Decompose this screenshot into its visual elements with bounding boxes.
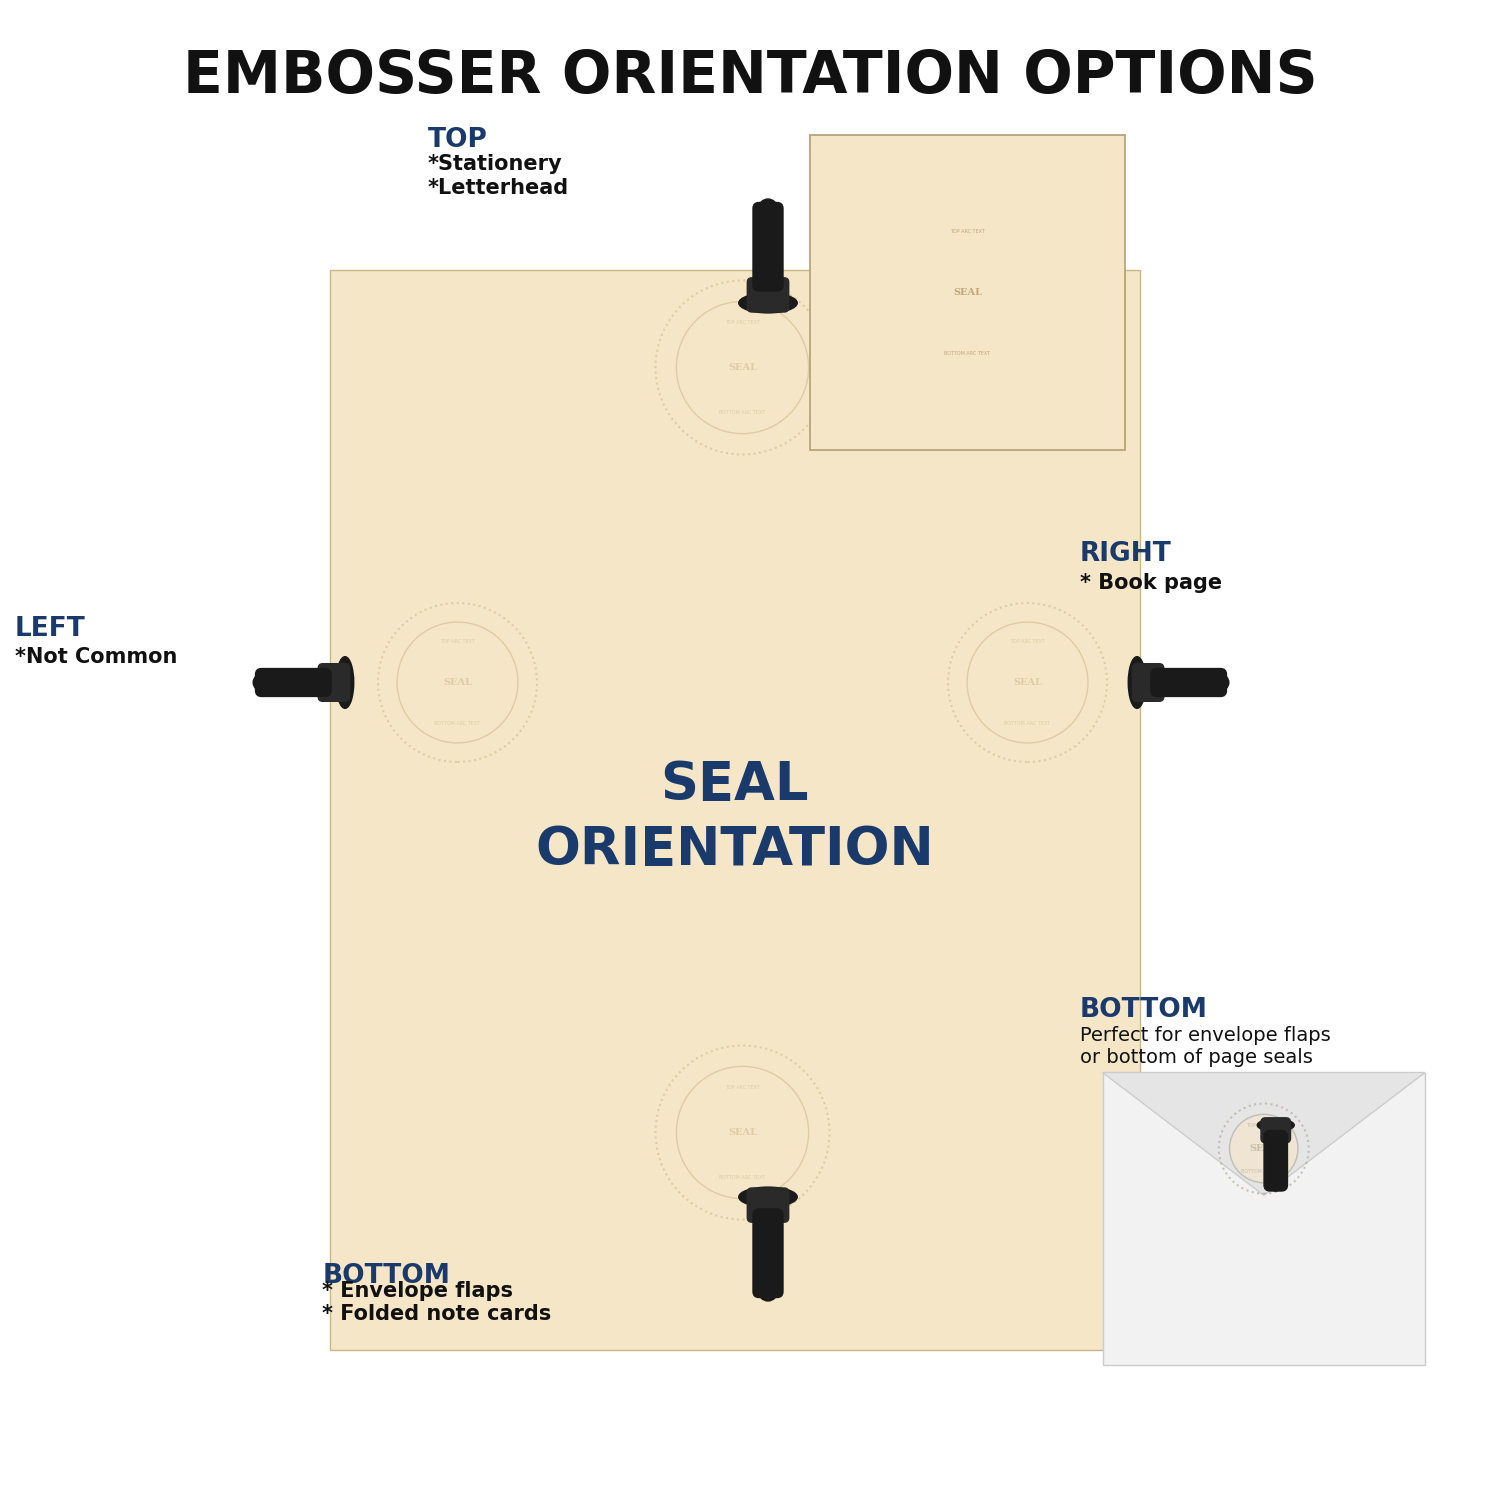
Text: BOTTOM ARC TEXT: BOTTOM ARC TEXT (720, 410, 765, 416)
Circle shape (680, 1070, 806, 1196)
Text: SEAL
ORIENTATION: SEAL ORIENTATION (536, 759, 934, 876)
Text: SEAL: SEAL (442, 678, 472, 687)
FancyBboxPatch shape (1150, 669, 1227, 696)
Text: BOTTOM ARC TEXT: BOTTOM ARC TEXT (1005, 722, 1050, 726)
Circle shape (969, 624, 1086, 741)
Text: TOP ARC TEXT: TOP ARC TEXT (440, 639, 476, 644)
Text: BOTTOM: BOTTOM (322, 1263, 450, 1288)
FancyBboxPatch shape (1264, 1131, 1287, 1191)
Text: TOP ARC TEXT: TOP ARC TEXT (724, 320, 760, 326)
Text: SEAL: SEAL (952, 288, 982, 297)
Circle shape (399, 624, 516, 741)
FancyBboxPatch shape (330, 270, 1140, 1350)
Text: TOP ARC TEXT: TOP ARC TEXT (1246, 1122, 1281, 1128)
FancyBboxPatch shape (753, 202, 783, 291)
FancyBboxPatch shape (255, 669, 332, 696)
FancyBboxPatch shape (810, 135, 1125, 450)
Text: BOTTOM ARC TEXT: BOTTOM ARC TEXT (720, 1174, 765, 1180)
Text: EMBOSSER ORIENTATION OPTIONS: EMBOSSER ORIENTATION OPTIONS (183, 48, 1317, 105)
Text: BOTTOM ARC TEXT: BOTTOM ARC TEXT (945, 351, 990, 355)
Text: *Stationery
*Letterhead: *Stationery *Letterhead (427, 154, 568, 198)
Text: TOP ARC TEXT: TOP ARC TEXT (950, 230, 986, 234)
Circle shape (1270, 1179, 1281, 1191)
FancyBboxPatch shape (753, 1209, 783, 1298)
Text: TOP ARC TEXT: TOP ARC TEXT (1010, 639, 1046, 644)
FancyBboxPatch shape (1102, 1072, 1425, 1365)
Text: Perfect for envelope flaps
or bottom of page seals: Perfect for envelope flaps or bottom of … (1080, 1026, 1330, 1066)
Ellipse shape (336, 657, 354, 708)
Ellipse shape (738, 292, 798, 314)
Text: SEAL: SEAL (728, 1128, 758, 1137)
Text: SEAL: SEAL (728, 363, 758, 372)
Text: TOP ARC TEXT: TOP ARC TEXT (724, 1084, 760, 1090)
Circle shape (1212, 674, 1228, 692)
Text: LEFT: LEFT (15, 616, 86, 642)
Polygon shape (1102, 1072, 1425, 1196)
Text: * Envelope flaps
* Folded note cards: * Envelope flaps * Folded note cards (322, 1281, 552, 1324)
FancyBboxPatch shape (1262, 1118, 1290, 1143)
Text: BOTTOM ARC TEXT: BOTTOM ARC TEXT (1240, 1170, 1287, 1174)
Text: SEAL: SEAL (1013, 678, 1042, 687)
Ellipse shape (1257, 1119, 1294, 1131)
Circle shape (254, 674, 270, 692)
Ellipse shape (1128, 657, 1146, 708)
Text: BOTTOM: BOTTOM (1080, 998, 1208, 1023)
FancyBboxPatch shape (747, 278, 789, 312)
Text: RIGHT: RIGHT (1080, 542, 1172, 567)
Text: * Book page: * Book page (1080, 573, 1222, 592)
Text: SEAL: SEAL (1250, 1144, 1278, 1154)
Circle shape (759, 1282, 777, 1300)
FancyBboxPatch shape (1132, 663, 1164, 702)
Ellipse shape (738, 1186, 798, 1208)
Circle shape (882, 207, 1053, 378)
FancyBboxPatch shape (747, 1188, 789, 1222)
Text: BOTTOM ARC TEXT: BOTTOM ARC TEXT (435, 722, 480, 726)
Text: *Not Common: *Not Common (15, 646, 177, 666)
FancyBboxPatch shape (318, 663, 350, 702)
Circle shape (680, 304, 806, 430)
Circle shape (759, 200, 777, 217)
Circle shape (1232, 1116, 1296, 1182)
Text: TOP: TOP (427, 128, 488, 153)
